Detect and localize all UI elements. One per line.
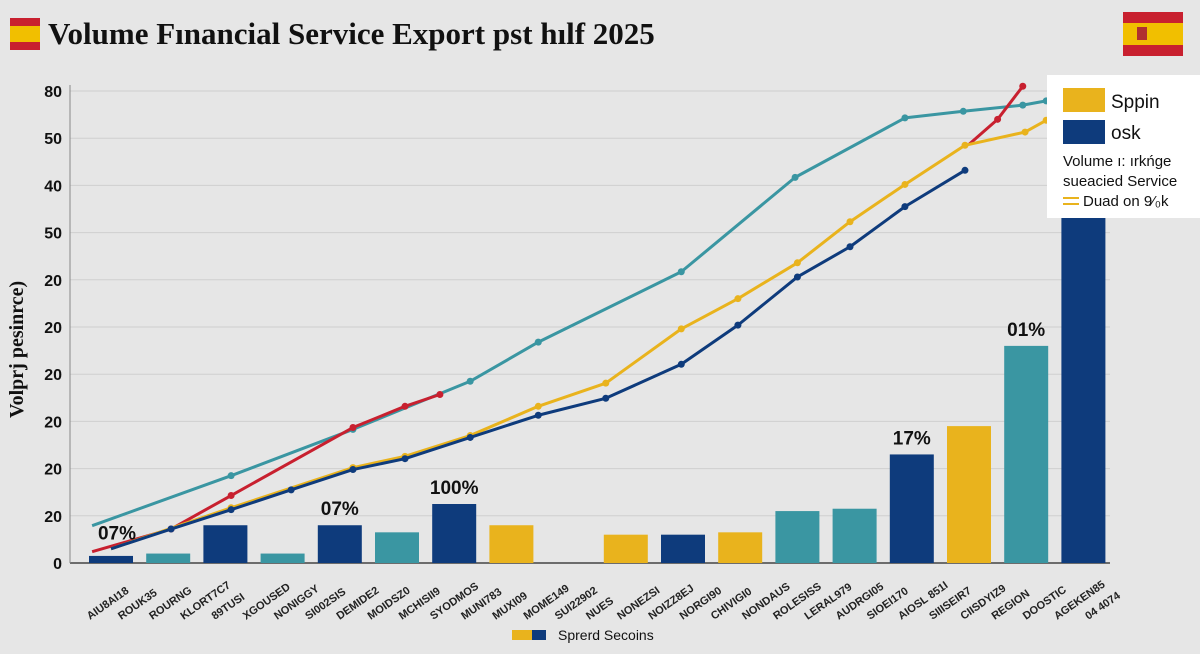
data-label: 01%: [1007, 320, 1045, 341]
y-tick-label: 20: [44, 273, 62, 290]
series-point: [534, 338, 542, 346]
bar: [718, 532, 763, 563]
bottom-legend-swatch-yellow: [512, 630, 532, 640]
bar: [889, 454, 934, 563]
series-point: [1021, 128, 1029, 136]
series-point: [287, 486, 295, 494]
bar: [203, 525, 248, 563]
y-tick-label: 20: [44, 462, 62, 479]
legend-label: osk: [1111, 123, 1141, 144]
y-tick-label: 0: [53, 556, 62, 573]
series-point: [401, 455, 409, 463]
bar: [947, 426, 991, 563]
series-point: [901, 203, 909, 211]
data-labels: 07% 100% 17% 01% 07%: [98, 320, 1045, 545]
series-point: [793, 273, 801, 281]
bar: [1061, 185, 1106, 563]
series-point: [401, 402, 409, 410]
bars: [89, 185, 1106, 563]
bottom-legend: Sprerd Secoins: [512, 627, 654, 643]
series-point: [846, 218, 854, 226]
series-point: [1019, 82, 1027, 90]
series-point: [901, 180, 909, 188]
legend-note: sueacied Service: [1063, 173, 1177, 190]
y-tick-label: 20: [44, 509, 62, 526]
bar: [661, 534, 705, 563]
flag-left-icon: [10, 18, 40, 50]
x-tick-labels: AIU8AI18ROUK35ROURNGKLORT7C789TUSIXGOUSE…: [85, 579, 1124, 623]
y-tick-label: 20: [44, 414, 62, 431]
data-label: 100%: [430, 478, 479, 499]
legend-note: Volume ı: ırkńge: [1063, 153, 1171, 170]
legend: Sppin osk Volume ı: ırkńge sueacied Serv…: [1047, 75, 1200, 218]
bar: [832, 508, 877, 563]
series-point: [436, 390, 444, 398]
y-axis-label: Volprj pesinrce): [6, 281, 28, 418]
series-point: [466, 377, 474, 385]
y-tick-label: 50: [44, 131, 62, 148]
series-point: [961, 166, 969, 174]
y-tick-label: 20: [44, 320, 62, 337]
series-point: [349, 466, 357, 474]
legend-swatch-yellow: [1063, 88, 1105, 112]
data-label: 17%: [893, 428, 931, 449]
y-ticks: 0 20 20 20 20 20 20 50 40 50 80: [44, 84, 62, 573]
series-point: [227, 492, 235, 500]
flag-spain-icon: [1123, 12, 1183, 56]
series-point: [602, 379, 610, 387]
series-point: [677, 325, 685, 333]
series-point: [994, 115, 1002, 123]
series-point: [734, 295, 742, 303]
bar: [260, 553, 305, 563]
data-label: 07%: [321, 499, 359, 520]
y-tick-label: 50: [44, 226, 62, 243]
legend-note: Duad on 9⁄₀k: [1083, 193, 1169, 210]
bar: [317, 525, 362, 563]
series-point: [534, 402, 542, 410]
series-line-red: [91, 393, 441, 554]
series-point: [677, 268, 685, 276]
chart-title: Volume Fınancial Service Export pst hılf…: [48, 16, 655, 51]
y-tick-label: 40: [44, 178, 62, 195]
bar: [1004, 345, 1049, 563]
bar: [89, 555, 133, 563]
bottom-legend-label: Sprerd Secoins: [558, 627, 654, 643]
series-point: [793, 259, 801, 267]
bar: [146, 553, 191, 563]
lines: [91, 82, 1050, 554]
y-tick-label: 20: [44, 367, 62, 384]
legend-label: Sppin: [1111, 92, 1160, 113]
bar: [432, 504, 477, 563]
series-point: [901, 114, 909, 122]
data-label: 07%: [98, 523, 136, 544]
series-point: [227, 472, 235, 480]
bottom-legend-swatch-navy: [532, 630, 546, 640]
series-point: [349, 424, 357, 432]
series-point: [734, 321, 742, 329]
series-point: [959, 107, 967, 115]
series-point: [227, 506, 235, 514]
legend-swatch-navy: [1063, 120, 1105, 144]
bar: [489, 525, 534, 563]
series-point: [602, 394, 610, 402]
series-point: [846, 243, 854, 251]
series-point: [167, 525, 175, 533]
series-point: [1019, 101, 1027, 109]
bar: [603, 534, 648, 563]
series-point: [677, 360, 685, 368]
series-point: [791, 173, 799, 181]
series-point: [534, 411, 542, 419]
series-point: [466, 433, 474, 441]
y-tick-label: 80: [44, 84, 62, 101]
series-point: [961, 141, 969, 149]
bar: [775, 511, 820, 563]
bar: [375, 532, 419, 563]
